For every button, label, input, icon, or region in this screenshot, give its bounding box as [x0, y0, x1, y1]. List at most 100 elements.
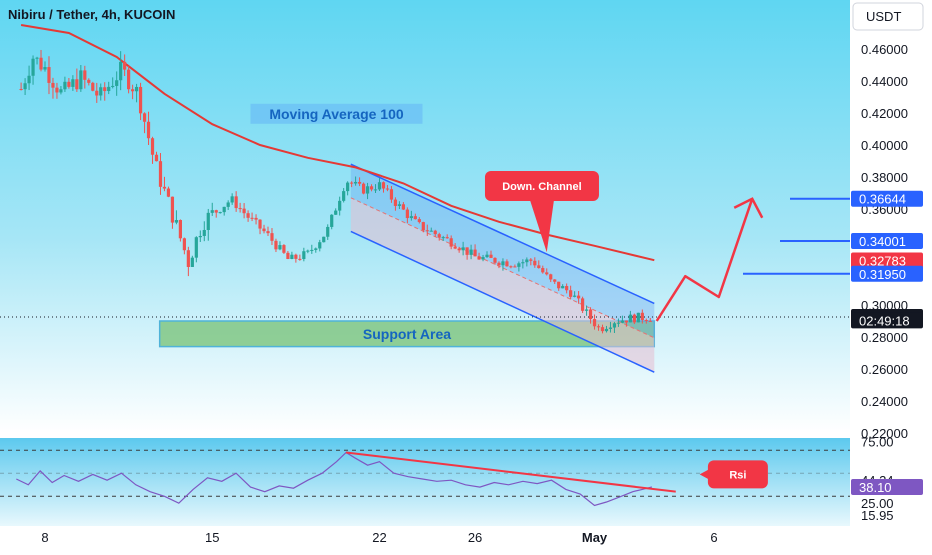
candle-body	[67, 81, 71, 87]
candle-body	[318, 242, 322, 249]
candle-body	[162, 186, 167, 189]
candle-body	[616, 322, 621, 324]
candle-body	[529, 259, 533, 261]
price-pane-background	[0, 0, 850, 433]
rsi-value-label: 38.10	[859, 480, 892, 495]
ma-label-box	[250, 103, 423, 124]
candle-body	[254, 217, 258, 220]
y-tick-label: 0.44000	[861, 74, 908, 89]
candle-body	[43, 67, 47, 70]
time-axis-background	[0, 526, 932, 550]
candle-body	[103, 87, 107, 92]
currency-button-frame[interactable]	[852, 2, 924, 31]
x-tick-label: May	[582, 530, 608, 545]
candle-body	[441, 237, 445, 239]
x-tick-label: 15	[205, 530, 219, 545]
candle-body	[59, 89, 63, 93]
candle-body	[437, 234, 441, 238]
candle-body	[294, 254, 298, 259]
candle-body	[541, 268, 545, 273]
x-tick-label: 22	[372, 530, 386, 545]
candle-body	[489, 254, 493, 258]
candle-body	[493, 257, 497, 263]
candle-body	[381, 182, 386, 189]
candle-body	[310, 249, 314, 251]
projection-path	[655, 198, 754, 322]
candle-body	[234, 196, 238, 209]
y-tick-label: 0.42000	[861, 106, 908, 121]
candle-body	[342, 191, 346, 201]
candle-body	[242, 208, 246, 214]
candle-body	[561, 286, 565, 289]
support-area-label: Support Area	[363, 326, 451, 342]
candle-body	[473, 249, 477, 257]
rsi-tick-label: 75.00	[861, 434, 894, 449]
candle-body	[421, 222, 425, 231]
candle-body	[393, 199, 398, 206]
candle-body	[131, 89, 135, 92]
candle-body	[127, 69, 131, 90]
candle-body	[644, 320, 648, 322]
candle-body	[624, 320, 628, 323]
candle-body	[194, 237, 198, 258]
candle-body	[596, 326, 601, 328]
candle-body	[469, 249, 473, 255]
candle-body	[461, 247, 465, 251]
price-label: 02:49:18	[859, 313, 910, 328]
price-label-box	[851, 252, 923, 269]
candle-body	[115, 80, 119, 86]
candle-body	[592, 319, 597, 327]
candle-body	[397, 204, 402, 206]
candle-body	[604, 328, 609, 332]
candle-body	[246, 213, 250, 218]
candle-body	[266, 231, 270, 234]
x-tick-label: 6	[710, 530, 717, 545]
candle-body	[405, 209, 409, 219]
candle-body	[210, 210, 214, 213]
candle-body	[178, 220, 182, 239]
candle-body	[23, 83, 27, 90]
candle-body	[99, 87, 103, 96]
candle-body	[357, 181, 362, 184]
candle-body	[497, 262, 501, 266]
candle-body	[429, 230, 433, 232]
candle-body	[51, 82, 55, 88]
candle-body	[354, 181, 358, 184]
y-tick-label: 0.28000	[861, 330, 908, 345]
candle-body	[417, 219, 421, 223]
candle-body	[628, 314, 632, 323]
candle-body	[577, 295, 581, 299]
rsi-line	[16, 451, 653, 507]
candle-body	[549, 274, 553, 280]
candle-body	[166, 188, 171, 197]
candle-body	[298, 258, 302, 260]
candle-body	[218, 212, 222, 214]
candle-body	[306, 250, 310, 252]
price-label: 0.32783	[859, 253, 906, 268]
candle-body	[27, 75, 31, 84]
candle-body	[170, 196, 175, 223]
channel-upper-line	[350, 163, 655, 305]
candle-body	[119, 61, 123, 81]
y-tick-label: 0.22000	[861, 426, 908, 441]
candle-body	[600, 327, 605, 332]
candle-body	[290, 254, 294, 259]
candle-body	[521, 262, 525, 264]
y-tick-label: 0.38000	[861, 170, 908, 185]
currency-button[interactable]: USDT	[866, 9, 901, 24]
candle-body	[186, 250, 190, 267]
rsi-tick-label: 15.95	[861, 508, 894, 523]
price-label-box	[851, 190, 923, 207]
candle-body	[123, 61, 127, 70]
candle-body	[47, 67, 51, 83]
candle-body	[222, 206, 226, 213]
candle-body	[314, 248, 318, 250]
price-label: 0.34001	[859, 234, 906, 249]
candle-body	[286, 252, 290, 259]
candle-body	[258, 219, 262, 229]
y-tick-label: 0.46000	[861, 42, 908, 57]
candle-body	[55, 87, 59, 93]
candle-body	[481, 257, 485, 260]
candle-body	[87, 79, 91, 83]
